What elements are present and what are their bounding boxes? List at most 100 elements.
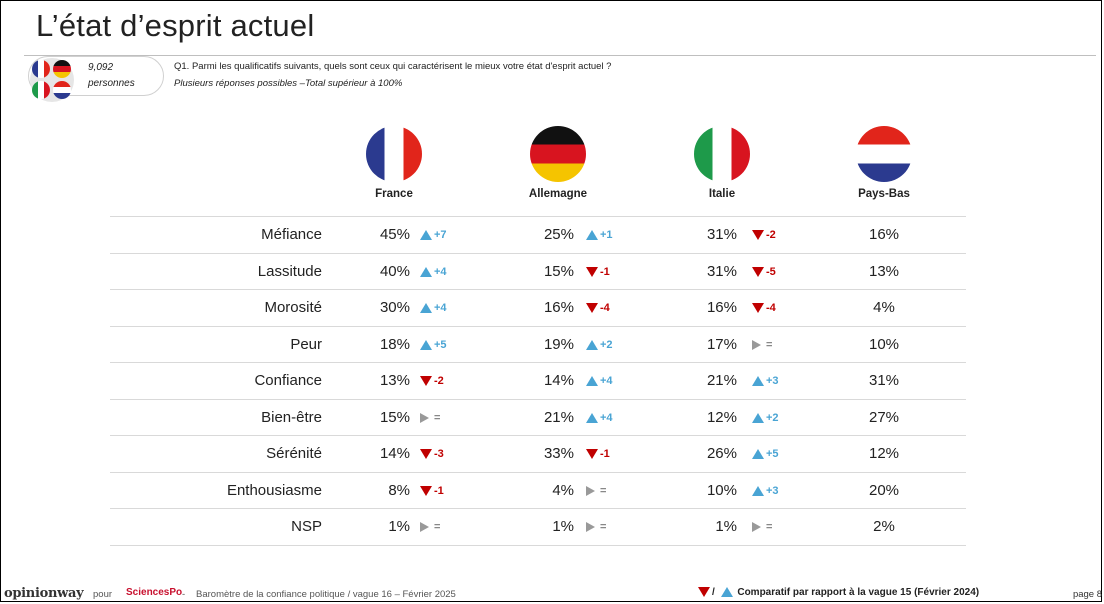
table-row: Peur 18% +5 19% +2 17% = 10% bbox=[110, 325, 966, 363]
trend-italy: -2 bbox=[752, 226, 776, 244]
trend-italy: -4 bbox=[752, 299, 776, 317]
trend-change: -1 bbox=[434, 484, 444, 497]
trend-change: = bbox=[434, 521, 441, 533]
mini-flag-italy-icon bbox=[32, 81, 50, 99]
value-germany: 19% bbox=[543, 335, 574, 353]
row-label: Morosité bbox=[264, 299, 322, 316]
sample-label: personnes bbox=[88, 78, 135, 89]
trend-change: = bbox=[766, 338, 773, 351]
up-triangle-icon bbox=[586, 230, 598, 241]
trend-france: -1 bbox=[420, 482, 444, 500]
right-triangle-icon bbox=[586, 522, 595, 533]
row-label: Bien-être bbox=[261, 408, 322, 426]
value-italy: 17% bbox=[706, 335, 737, 353]
trend-change: -1 bbox=[600, 448, 610, 460]
value-germany: 16% bbox=[543, 299, 574, 316]
down-triangle-icon bbox=[752, 303, 764, 314]
value-germany: 15% bbox=[543, 262, 574, 280]
legend-text: Comparatif par rapport à la vague 15 (Fé… bbox=[737, 587, 980, 598]
row-label: Peur bbox=[290, 335, 322, 353]
value-france: 1% bbox=[388, 518, 410, 535]
page-title: L’état d’esprit actuel bbox=[36, 8, 315, 43]
row-label: Lassitude bbox=[257, 262, 322, 280]
flag-germany-icon bbox=[530, 126, 586, 182]
trend-change: +5 bbox=[434, 338, 447, 351]
mini-flag-germany-icon bbox=[53, 60, 71, 78]
trend-germany: -1 bbox=[586, 445, 610, 463]
value-netherlands: 31% bbox=[868, 372, 900, 389]
trend-france: -3 bbox=[420, 445, 444, 463]
right-triangle-icon bbox=[752, 522, 761, 533]
up-triangle-icon bbox=[752, 376, 764, 387]
trend-change: +1 bbox=[600, 229, 613, 241]
row-label: Confiance bbox=[254, 372, 322, 389]
trend-italy: +3 bbox=[752, 482, 779, 500]
value-italy: 10% bbox=[706, 481, 737, 499]
value-netherlands: 27% bbox=[868, 408, 900, 426]
value-netherlands: 20% bbox=[868, 481, 900, 499]
up-triangle-icon bbox=[752, 412, 764, 423]
table-row: Morosité 30% +4 16% -4 16% -4 4% bbox=[110, 289, 966, 326]
trend-change: -2 bbox=[434, 375, 444, 387]
footer: opinionway pour SciencesPo - Baromètre d… bbox=[0, 584, 1104, 604]
trend-change: +4 bbox=[434, 265, 447, 278]
trend-change: -2 bbox=[766, 229, 776, 241]
trend-change: -1 bbox=[600, 265, 610, 278]
trend-germany: -1 bbox=[586, 263, 610, 281]
trend-legend: / Comparatif par rapport à la vague 15 (… bbox=[698, 587, 979, 598]
page-number: page 8 bbox=[1072, 589, 1102, 600]
value-netherlands: 4% bbox=[873, 299, 895, 316]
trend-change: -5 bbox=[766, 265, 776, 278]
trend-italy: +2 bbox=[752, 409, 779, 427]
table-row: Confiance 13% -2 14% +4 21% +3 31% bbox=[110, 362, 966, 399]
up-triangle-icon bbox=[586, 376, 598, 387]
up-triangle-icon bbox=[586, 412, 598, 423]
table-row: Méfiance 45% +7 25% +1 31% -2 16% bbox=[110, 216, 966, 253]
value-france: 15% bbox=[379, 408, 410, 426]
value-italy: 12% bbox=[706, 408, 737, 426]
value-netherlands: 10% bbox=[868, 335, 900, 353]
table-row: Sérénité 14% -3 33% -1 26% +5 12% bbox=[110, 435, 966, 472]
trend-france: +5 bbox=[420, 336, 447, 354]
trend-france: = bbox=[420, 409, 440, 427]
value-france: 18% bbox=[379, 335, 410, 353]
trend-germany: -4 bbox=[586, 299, 610, 317]
right-triangle-icon bbox=[420, 522, 429, 533]
up-triangle-icon bbox=[420, 339, 432, 350]
trend-change: = bbox=[766, 521, 773, 533]
value-germany: 33% bbox=[543, 445, 574, 462]
value-italy: 1% bbox=[715, 518, 737, 535]
value-italy: 26% bbox=[706, 445, 737, 462]
table-row: NSP 1% = 1% = 1% = 2% bbox=[110, 508, 966, 546]
trend-germany: = bbox=[586, 482, 606, 500]
value-france: 40% bbox=[379, 262, 410, 280]
value-netherlands: 2% bbox=[873, 518, 895, 535]
up-triangle-icon bbox=[752, 485, 764, 496]
value-france: 14% bbox=[379, 445, 410, 462]
row-label: NSP bbox=[291, 518, 322, 535]
trend-france: +4 bbox=[420, 263, 447, 281]
sample-count: 9,092 bbox=[88, 62, 114, 73]
trend-germany: = bbox=[586, 518, 606, 536]
trend-germany: +4 bbox=[586, 409, 613, 427]
trend-change: +4 bbox=[434, 302, 447, 314]
trend-italy: +5 bbox=[752, 445, 779, 463]
country-header-france: France bbox=[375, 188, 413, 200]
down-triangle-icon bbox=[586, 449, 598, 460]
right-triangle-icon bbox=[752, 339, 761, 350]
up-triangle-icon bbox=[720, 587, 733, 598]
mini-flag-netherlands-icon bbox=[53, 81, 71, 99]
down-triangle-icon bbox=[420, 449, 432, 460]
trend-france: +4 bbox=[420, 299, 447, 317]
sciencespo-logo: SciencesPo bbox=[126, 587, 183, 598]
trend-france: = bbox=[420, 518, 440, 536]
value-germany: 4% bbox=[552, 481, 574, 499]
country-header-italy: Italie bbox=[708, 188, 736, 200]
flag-france-icon bbox=[366, 126, 422, 182]
sample-badge bbox=[28, 56, 164, 96]
value-germany: 25% bbox=[543, 226, 574, 243]
up-triangle-icon bbox=[420, 266, 432, 277]
value-france: 13% bbox=[379, 372, 410, 389]
trend-italy: -5 bbox=[752, 263, 776, 281]
